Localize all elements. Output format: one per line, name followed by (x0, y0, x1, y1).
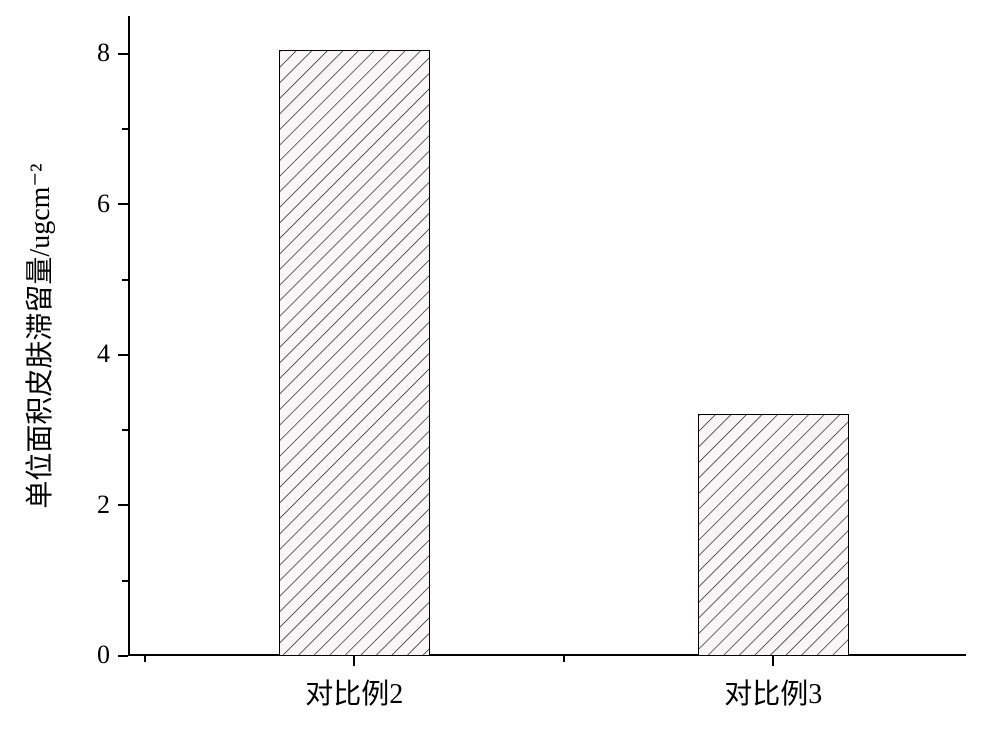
y-minor-tick (122, 279, 128, 281)
y-major-tick (118, 504, 128, 506)
y-major-tick (118, 655, 128, 657)
y-tick-label: 4 (97, 339, 110, 369)
y-major-tick (118, 53, 128, 55)
y-tick-label: 8 (97, 38, 110, 68)
y-minor-tick (122, 580, 128, 582)
y-axis-line (128, 16, 130, 656)
bar (279, 50, 430, 656)
x-tick-label: 对比例3 (673, 672, 873, 712)
plot-area: 02468对比例2对比例3 (128, 16, 966, 656)
x-minor-tick (563, 656, 565, 662)
bar (698, 414, 849, 656)
chart-container: 单位面积皮肤滞留量/ugcm⁻² 02468对比例2对比例3 (0, 0, 1000, 730)
x-minor-tick (144, 656, 146, 662)
x-tick-label: 对比例2 (254, 672, 454, 712)
y-tick-label: 2 (97, 490, 110, 520)
y-tick-label: 0 (97, 640, 110, 670)
y-minor-tick (122, 128, 128, 130)
y-major-tick (118, 354, 128, 356)
y-major-tick (118, 203, 128, 205)
y-tick-label: 6 (97, 189, 110, 219)
x-major-tick (353, 656, 355, 666)
y-axis-label: 单位面积皮肤滞留量/ugcm⁻² (18, 163, 58, 508)
y-minor-tick (122, 429, 128, 431)
x-major-tick (772, 656, 774, 666)
